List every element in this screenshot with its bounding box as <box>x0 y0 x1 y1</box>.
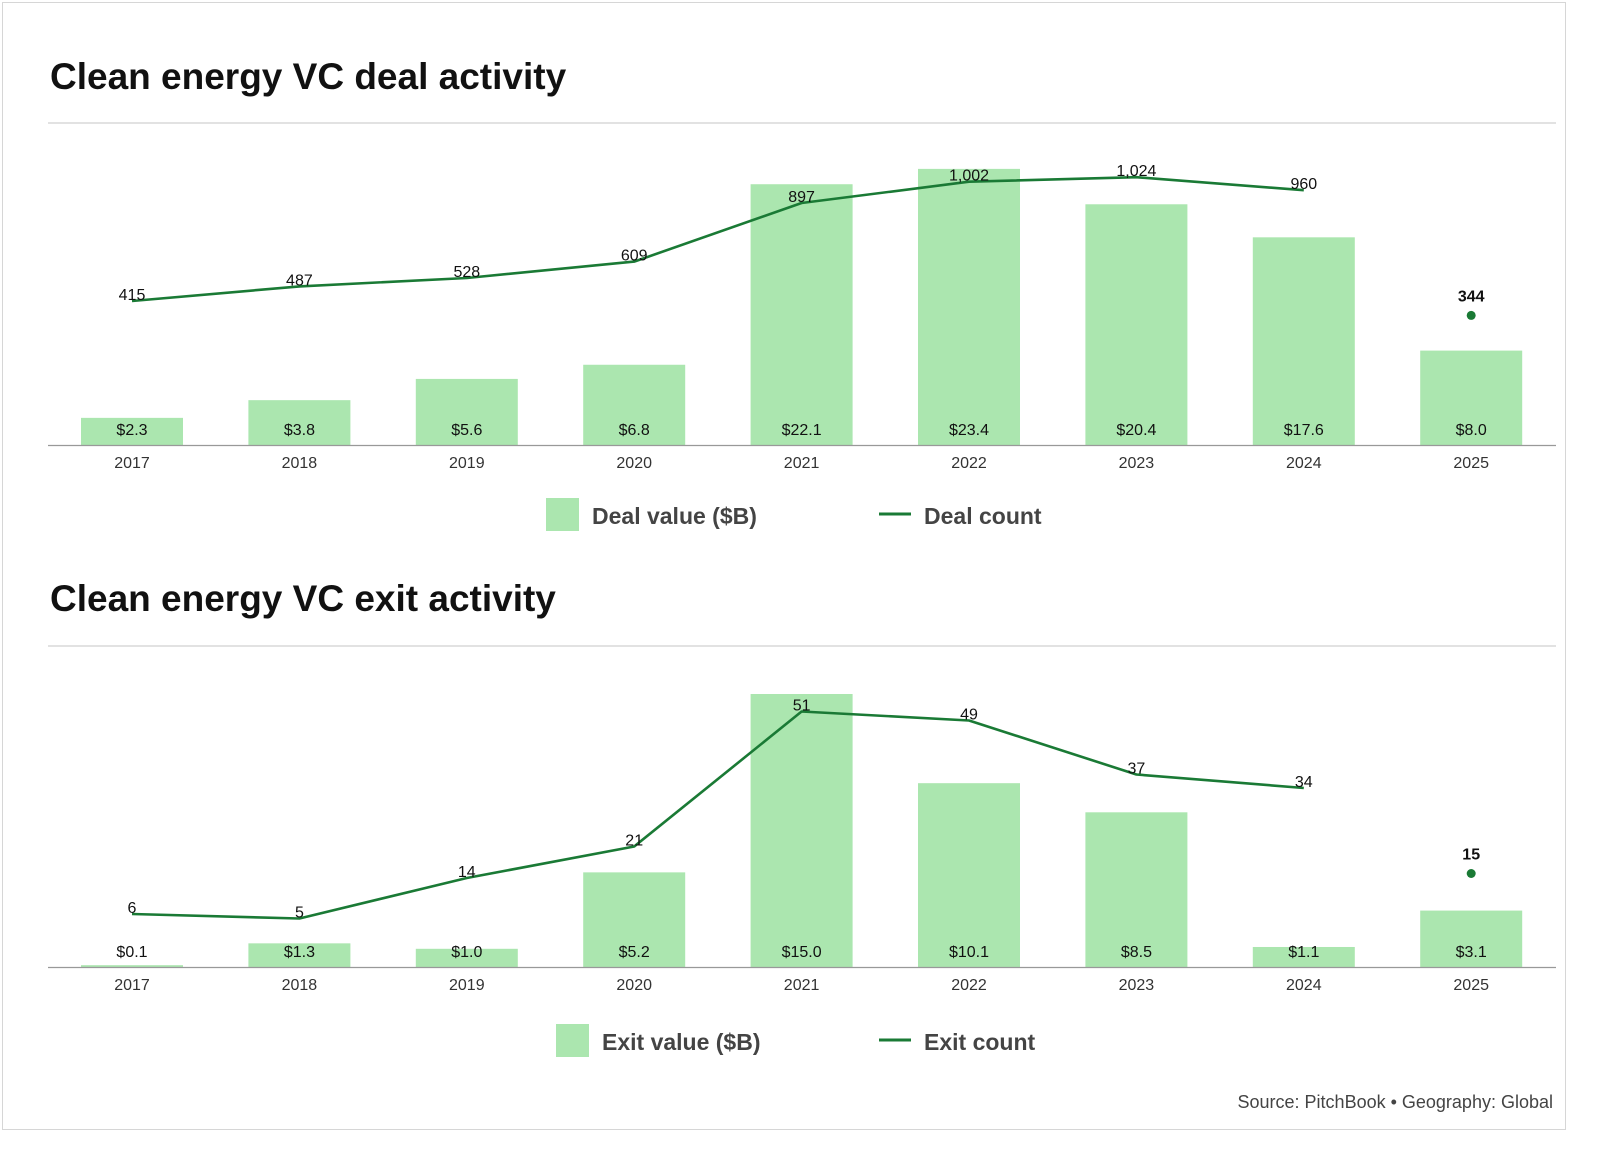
x-tick-label: 2025 <box>1453 455 1489 472</box>
chart-title: Clean energy VC exit activity <box>50 578 556 619</box>
x-tick-label: 2020 <box>616 977 652 994</box>
x-tick-label: 2017 <box>114 977 150 994</box>
bar-2020 <box>583 872 686 967</box>
x-tick-label: 2022 <box>951 455 987 472</box>
count-label: 15 <box>1462 847 1480 864</box>
bar-2019 <box>415 948 518 967</box>
count-point-2025 <box>1466 310 1476 320</box>
bar-2018 <box>248 400 351 445</box>
legend-line-label: Exit count <box>924 1029 1036 1055</box>
legend-line-label: Deal count <box>924 503 1042 529</box>
count-label: 609 <box>621 248 648 265</box>
count-label: 34 <box>1295 774 1313 791</box>
bar-value-label: $0.1 <box>116 944 147 961</box>
bar-value-label: $1.0 <box>451 944 482 961</box>
count-label: 5 <box>295 905 304 922</box>
bar-value-label: $8.5 <box>1121 944 1152 961</box>
x-tick-label: 2023 <box>1119 455 1155 472</box>
x-tick-label: 2020 <box>616 455 652 472</box>
count-label: 344 <box>1458 288 1485 305</box>
count-line <box>131 175 1304 303</box>
bar-2024 <box>1252 946 1355 967</box>
bar-2021 <box>750 694 853 967</box>
bar-2023 <box>1085 812 1188 967</box>
x-tick-label: 2021 <box>784 977 820 994</box>
count-label: 14 <box>458 864 476 881</box>
bar-2017 <box>81 965 183 967</box>
count-label: 6 <box>128 900 137 917</box>
count-label: 49 <box>960 707 978 724</box>
x-tick-label: 2017 <box>114 455 150 472</box>
count-label: 1,002 <box>949 168 989 185</box>
legend: Exit value ($B) Exit count <box>556 1024 1036 1057</box>
exit-activity-chart: Clean energy VC exit activity $0.1 $1.3 $1… <box>48 578 1556 1057</box>
source-note: Source: PitchBook • Geography: Global <box>1238 1092 1553 1112</box>
count-label: 528 <box>453 264 480 281</box>
bar-2022 <box>918 168 1020 445</box>
bar-2025 <box>1420 350 1523 445</box>
plot-area: $0.1 $1.3 $1.0 $5.2 $15.0 $10.1 $8.5 $1.1 $3.1 6 5… <box>48 694 1556 994</box>
bar-value-label: $15.0 <box>782 944 822 961</box>
legend-bar-label: Deal value ($B) <box>592 503 757 529</box>
legend-bar-swatch <box>556 1024 589 1057</box>
x-tick-label: 2018 <box>282 977 318 994</box>
count-label: 51 <box>793 698 811 715</box>
bar-2024 <box>1252 237 1355 445</box>
bar-value-label: $3.8 <box>284 422 315 439</box>
x-tick-label: 2019 <box>449 455 485 472</box>
count-point-2025 <box>1466 869 1476 878</box>
legend-bar-label: Exit value ($B) <box>602 1029 761 1055</box>
bar-2023 <box>1085 204 1188 445</box>
count-label: 960 <box>1290 176 1317 193</box>
bar-2017 <box>81 417 183 445</box>
count-label: 21 <box>625 833 643 850</box>
bar-2018 <box>248 943 351 967</box>
x-tick-label: 2022 <box>951 977 987 994</box>
count-label: 415 <box>119 287 146 304</box>
count-label: 1,024 <box>1116 163 1156 180</box>
count-label: 897 <box>788 189 815 206</box>
bar-2019 <box>415 378 518 445</box>
deal-activity-chart: Clean energy VC deal activity $2.3 $3.8 $5… <box>48 56 1556 531</box>
bar-value-label: $17.6 <box>1284 422 1324 439</box>
x-tick-label: 2023 <box>1119 977 1155 994</box>
plot-area: $2.3 $3.8 $5.6 $6.8 $22.1 $23.4 $20.4 $17.6 $8.0… <box>48 163 1556 472</box>
bar-2020 <box>583 364 686 445</box>
bar-2022 <box>918 783 1020 967</box>
bar-value-label: $1.1 <box>1288 944 1319 961</box>
bar-value-label: $23.4 <box>949 422 989 439</box>
count-label: 37 <box>1128 761 1146 778</box>
bar-2025 <box>1420 910 1523 967</box>
x-tick-label: 2025 <box>1453 977 1489 994</box>
x-tick-label: 2019 <box>449 977 485 994</box>
x-tick-label: 2018 <box>282 455 318 472</box>
bar-value-label: $22.1 <box>782 422 822 439</box>
legend-bar-swatch <box>546 498 579 531</box>
x-tick-label: 2021 <box>784 455 820 472</box>
x-tick-label: 2024 <box>1286 977 1322 994</box>
bar-value-label: $5.6 <box>451 422 482 439</box>
bar-value-label: $3.1 <box>1456 944 1487 961</box>
bar-value-label: $6.8 <box>619 422 650 439</box>
x-tick-label: 2024 <box>1286 455 1322 472</box>
bar-value-label: $5.2 <box>619 944 650 961</box>
chart-title: Clean energy VC deal activity <box>50 56 567 97</box>
bar-value-label: $10.1 <box>949 944 989 961</box>
bar-value-label: $20.4 <box>1116 422 1156 439</box>
bar-value-label: $2.3 <box>116 422 147 439</box>
bar-value-label: $8.0 <box>1456 422 1487 439</box>
count-label: 487 <box>286 272 313 289</box>
legend: Deal value ($B) Deal count <box>546 498 1042 531</box>
bar-value-label: $1.3 <box>284 944 315 961</box>
bar-2021 <box>750 184 853 445</box>
count-line <box>131 710 1304 920</box>
